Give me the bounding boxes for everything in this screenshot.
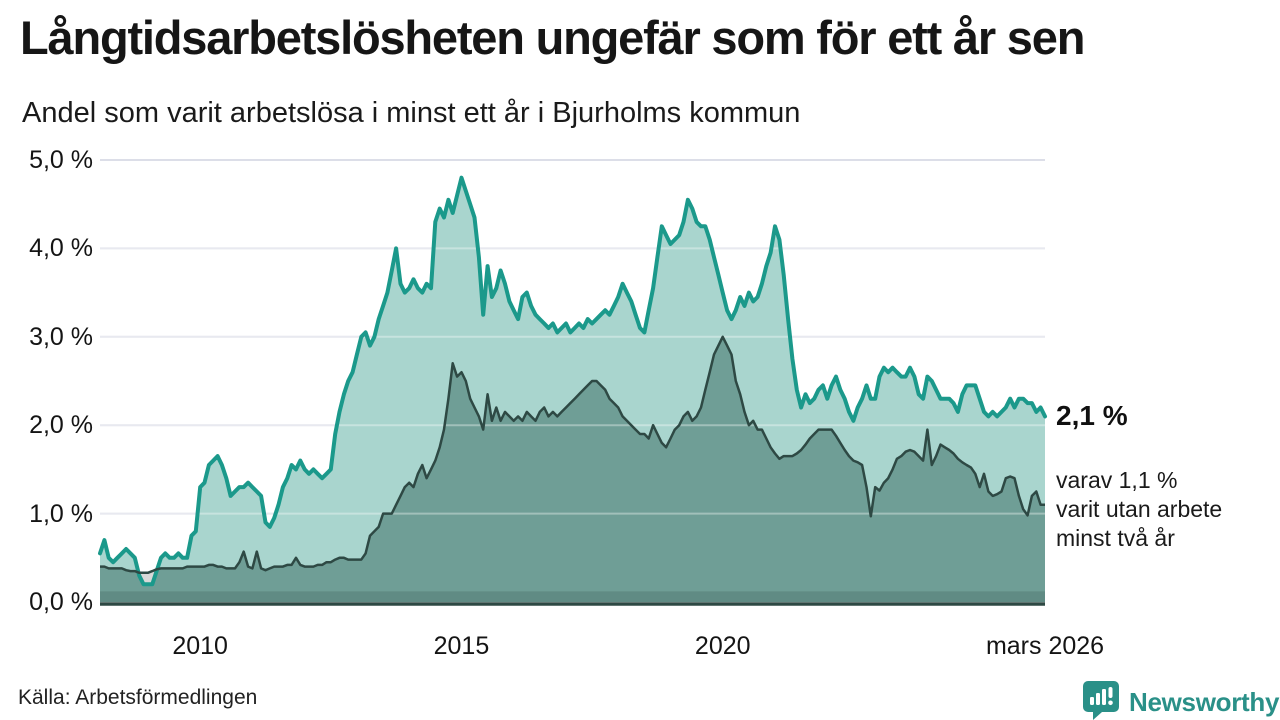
y-tick-label: 1,0 %	[29, 499, 93, 528]
brand-logo: Newsworthy	[1082, 680, 1279, 720]
newsworthy-bubble-chart-icon	[1082, 680, 1120, 720]
x-tick-label: mars 2026	[985, 632, 1105, 660]
plot-area	[98, 159, 1047, 610]
annotation-detail: varav 1,1 % varit utan arbete minst två …	[1056, 466, 1222, 553]
x-tick-label: 2015	[433, 632, 490, 660]
y-tick-label: 3,0 %	[29, 322, 93, 351]
x-tick-label: 2010	[172, 632, 228, 660]
chart-title: Långtidsarbetslösheten ungefär som för e…	[20, 11, 1085, 64]
brand-name: Newsworthy	[1129, 687, 1280, 717]
annotation-line: varav 1,1 %	[1056, 467, 1178, 493]
y-tick-label: 4,0 %	[29, 234, 93, 263]
y-tick-label: 5,0 %	[29, 146, 93, 174]
y-tick-label: 0,0 %	[29, 588, 93, 616]
latest-value-label: 2,1 %	[1056, 400, 1128, 431]
source-label: Källa: Arbetsförmedlingen	[18, 686, 258, 709]
y-tick-label: 2,0 %	[29, 411, 93, 440]
annotation-line: minst två år	[1056, 525, 1175, 551]
chart-subtitle: Andel som varit arbetslösa i minst ett å…	[22, 97, 801, 129]
x-tick-label: 2020	[694, 632, 751, 660]
annotation-line: varit utan arbete	[1056, 496, 1223, 522]
